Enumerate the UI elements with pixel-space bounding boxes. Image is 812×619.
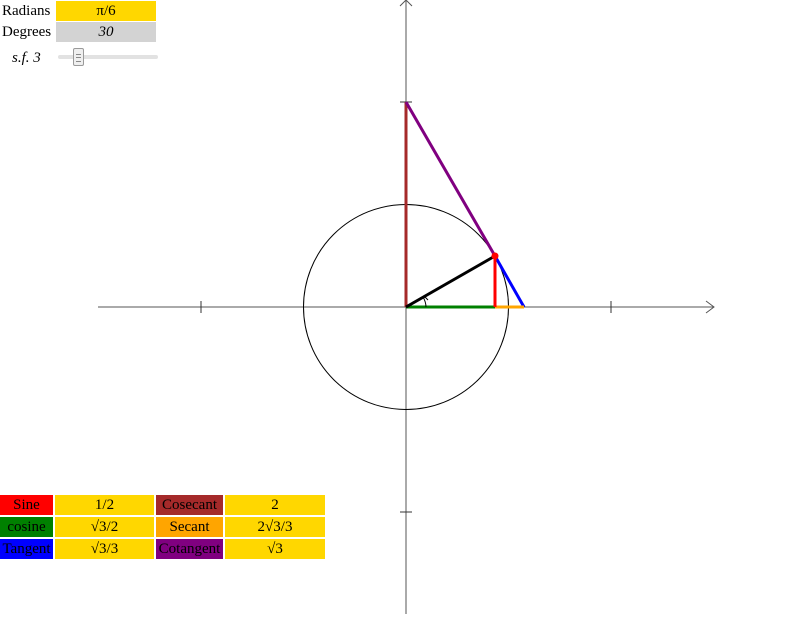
- significant-figures-slider-handle[interactable]: [73, 48, 84, 66]
- radians-label: Radians: [2, 3, 51, 19]
- cotangent-value: √3: [225, 539, 325, 559]
- cosine-value: √3/2: [55, 517, 154, 537]
- secant-label: Secant: [156, 517, 223, 537]
- sine-label: Sine: [0, 495, 53, 515]
- secant-value: 2√3/3: [225, 517, 325, 537]
- y-axis-arrow-icon: [399, 0, 413, 7]
- tangent-label: Tangent: [0, 539, 53, 559]
- radians-input[interactable]: π/6: [56, 1, 156, 21]
- degrees-label: Degrees: [2, 24, 52, 40]
- cosecant-value: 2: [225, 495, 325, 515]
- cosecant-label: Cosecant: [156, 495, 223, 515]
- tangent-value: √3/3: [55, 539, 154, 559]
- angle-point-handle[interactable]: [491, 252, 499, 260]
- angle-arrow-icon: [419, 295, 429, 301]
- radius-segment: [405, 254, 496, 309]
- x-axis-arrow-icon: [705, 300, 715, 314]
- cotangent-segment: [404, 101, 497, 257]
- cosine-label: cosine: [0, 517, 53, 537]
- tangent-segment: [493, 255, 526, 308]
- degrees-input[interactable]: 30: [56, 22, 156, 42]
- sine-value: 1/2: [55, 495, 154, 515]
- significant-figures-label: s.f. 3: [12, 50, 41, 66]
- significant-figures-slider-track[interactable]: [58, 55, 158, 59]
- cotangent-label: Cotangent: [156, 539, 223, 559]
